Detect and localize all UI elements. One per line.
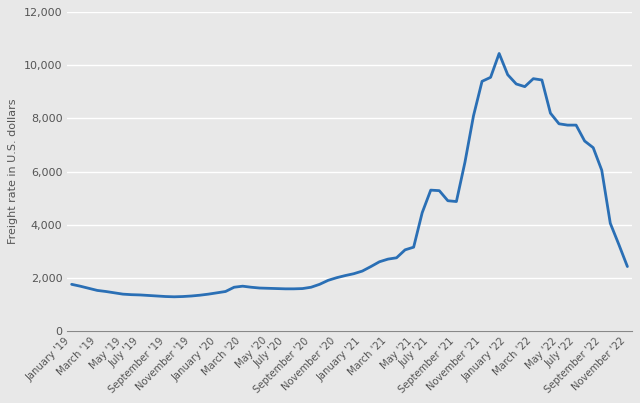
Y-axis label: Freight rate in U.S. dollars: Freight rate in U.S. dollars xyxy=(8,99,19,244)
